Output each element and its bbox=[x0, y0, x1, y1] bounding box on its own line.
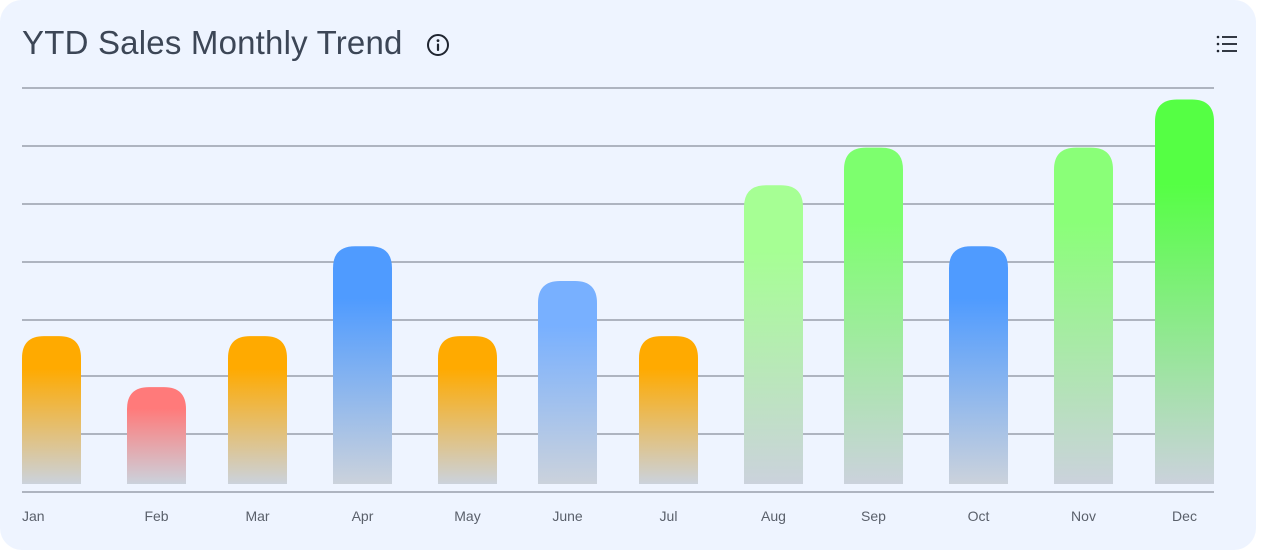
bar-dec[interactable] bbox=[1155, 99, 1214, 485]
x-tick-label: Jan bbox=[22, 508, 45, 524]
bar-june[interactable] bbox=[538, 281, 597, 484]
x-tick-label: Oct bbox=[968, 508, 990, 524]
bar-mar[interactable] bbox=[228, 336, 287, 484]
bars bbox=[22, 99, 1214, 485]
bar-may[interactable] bbox=[438, 336, 497, 484]
x-tick-label: Aug bbox=[761, 508, 786, 524]
x-tick-label: Mar bbox=[245, 508, 269, 524]
info-icon[interactable] bbox=[425, 32, 451, 58]
bar-oct[interactable] bbox=[949, 246, 1008, 484]
list-menu-icon[interactable] bbox=[1213, 33, 1239, 55]
bar-feb[interactable] bbox=[127, 387, 186, 484]
x-tick-label: Apr bbox=[352, 508, 374, 524]
x-tick-label: Dec bbox=[1172, 508, 1197, 524]
x-tick-label: Feb bbox=[144, 508, 168, 524]
grid-lines bbox=[22, 87, 1214, 493]
x-tick-label: Jul bbox=[660, 508, 678, 524]
bar-aug[interactable] bbox=[744, 185, 803, 485]
x-tick-label: May bbox=[454, 508, 480, 524]
x-tick-label: Sep bbox=[861, 508, 886, 524]
bar-jan[interactable] bbox=[22, 336, 81, 484]
x-tick-label: Nov bbox=[1071, 508, 1096, 524]
x-axis-labels: Jan Feb Mar Apr May June Jul Aug Sep Oct Nov Dec bbox=[22, 508, 1197, 524]
bar-nov[interactable] bbox=[1054, 147, 1113, 484]
bar-apr[interactable] bbox=[333, 246, 392, 484]
x-tick-label: June bbox=[552, 508, 583, 524]
chart-title: YTD Sales Monthly Trend bbox=[22, 24, 403, 61]
bar-jul[interactable] bbox=[639, 336, 698, 484]
bar-sep[interactable] bbox=[844, 147, 903, 484]
